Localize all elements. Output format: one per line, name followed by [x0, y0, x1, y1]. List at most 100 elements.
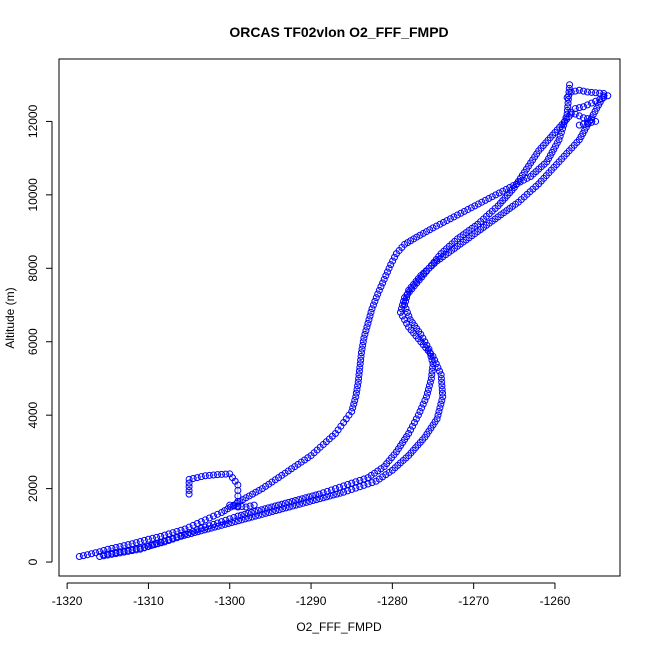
data-point [136, 537, 144, 545]
data-point [428, 367, 436, 375]
data-point [410, 419, 418, 427]
data-point [355, 374, 363, 382]
data-point [209, 471, 217, 479]
data-point [128, 546, 136, 554]
data-point [108, 549, 116, 557]
y-tick-label: 6000 [26, 328, 40, 355]
data-point [361, 330, 369, 338]
data-point [222, 470, 230, 478]
data-point [185, 483, 193, 491]
data-point [359, 338, 367, 346]
data-point [193, 474, 201, 482]
data-point [437, 371, 445, 379]
data-point [402, 305, 410, 313]
data-point [241, 515, 249, 523]
data-point [92, 549, 100, 557]
data-point [184, 531, 192, 539]
data-point [583, 119, 591, 127]
data-point [275, 501, 283, 509]
data-point [357, 352, 365, 360]
data-point [268, 508, 276, 516]
data-point [427, 352, 435, 360]
data-point [375, 286, 383, 294]
series-4 [563, 86, 612, 129]
data-point [556, 132, 564, 140]
data-point [421, 396, 429, 404]
plot-area [75, 81, 612, 561]
data-point [596, 95, 604, 103]
data-point [600, 90, 608, 98]
data-point [358, 345, 366, 353]
data-point [356, 360, 364, 368]
data-point [278, 500, 286, 508]
data-point [194, 528, 202, 536]
data-point [579, 103, 587, 111]
data-point [583, 88, 591, 96]
data-point [575, 86, 583, 94]
data-point [571, 87, 579, 95]
data-point [377, 283, 385, 291]
data-point [207, 524, 215, 532]
chart-title: ORCAS TF02vlon O2_FFF_FMPD [229, 24, 448, 40]
data-point [369, 301, 377, 309]
data-point [571, 110, 579, 118]
data-point [464, 206, 472, 214]
data-point [234, 502, 242, 510]
data-point [396, 308, 404, 316]
data-point [279, 505, 287, 513]
data-point [218, 521, 226, 529]
data-point [600, 94, 608, 102]
data-point [353, 385, 361, 393]
data-point [403, 308, 411, 316]
x-tick-label: -1310 [133, 594, 164, 608]
data-point [319, 489, 327, 497]
data-point [348, 408, 356, 415]
data-point [165, 536, 173, 544]
data-point [453, 211, 461, 219]
data-point [248, 513, 256, 521]
data-point [264, 504, 272, 512]
data-point [201, 516, 209, 524]
data-point [205, 471, 213, 479]
data-point [360, 481, 368, 489]
data-point [588, 118, 596, 126]
data-point [205, 514, 213, 522]
data-point [250, 501, 258, 509]
data-point [366, 312, 374, 320]
data-point [405, 323, 413, 331]
data-point [268, 503, 276, 511]
data-point [251, 512, 259, 520]
data-point [245, 514, 253, 522]
data-point [285, 503, 293, 511]
data-point [352, 389, 360, 397]
data-point [436, 404, 444, 412]
data-point [399, 301, 407, 309]
data-point [419, 334, 427, 342]
y-tick-label: 10000 [26, 178, 40, 212]
data-point [436, 220, 444, 228]
data-point [265, 508, 273, 516]
data-point [352, 484, 360, 492]
data-point [308, 492, 316, 500]
data-point [371, 297, 379, 305]
data-point [355, 367, 363, 375]
data-point [583, 101, 591, 109]
data-point [169, 535, 177, 543]
data-point [197, 527, 205, 535]
data-point [336, 489, 344, 497]
data-point [397, 305, 405, 313]
data-point [478, 198, 486, 206]
data-point [432, 360, 440, 368]
data-point [230, 502, 238, 510]
data-point [177, 532, 185, 540]
data-point [575, 112, 583, 120]
y-tick-label: 0 [26, 558, 40, 565]
y-axis-label: Altitude (m) [3, 287, 17, 348]
data-point [124, 546, 132, 554]
data-point [79, 552, 87, 560]
data-point [221, 520, 229, 528]
data-point [579, 120, 587, 128]
series-trace [79, 84, 570, 557]
x-axis-label: O2_FFF_FMPD [296, 620, 382, 634]
data-point [405, 430, 413, 438]
